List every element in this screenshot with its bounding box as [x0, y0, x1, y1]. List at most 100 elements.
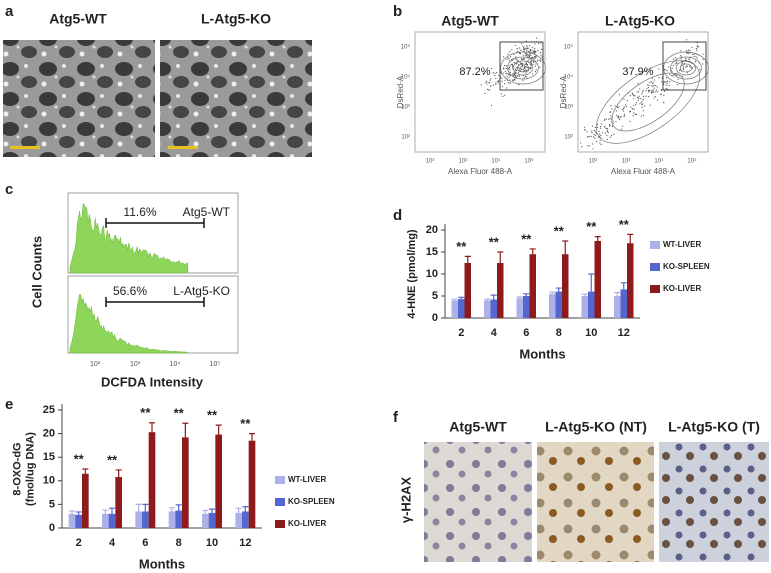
event-dot — [586, 131, 588, 133]
event-dot — [512, 80, 514, 82]
event-dot — [612, 120, 614, 122]
x-tick-label: 8 — [176, 537, 182, 549]
event-dot — [669, 81, 671, 83]
legend-swatch — [275, 476, 285, 484]
histograms: 11.6% Atg5-WT 56.6% L-Atg5-KO 10² 10³ 10⁴ 10⁵ — [67, 192, 239, 368]
bar — [182, 437, 189, 528]
event-dot — [587, 136, 589, 138]
tick-label: 10⁴ — [170, 361, 181, 368]
event-dot — [519, 61, 521, 63]
event-dot — [625, 105, 628, 108]
event-dot — [595, 141, 598, 143]
event-dot — [680, 55, 682, 57]
event-dot — [482, 72, 484, 75]
event-dot — [487, 89, 489, 91]
event-dot — [642, 103, 644, 105]
event-dot — [514, 78, 516, 80]
event-dot — [685, 50, 688, 52]
event-dot — [691, 67, 694, 69]
event-dot — [519, 69, 521, 71]
event-dot — [616, 106, 618, 108]
error-bar — [497, 251, 504, 263]
event-dot — [580, 142, 582, 144]
y-tick-label: 20 — [426, 224, 438, 236]
event-dot — [642, 110, 644, 112]
event-dot — [527, 53, 529, 55]
y-tick-label: 15 — [43, 451, 55, 463]
event-dot — [593, 133, 595, 136]
event-dot — [501, 80, 503, 82]
x-tick-label: 4 — [109, 537, 116, 549]
event-dot — [596, 126, 599, 129]
panel-label: c — [5, 181, 13, 198]
y-tick-label: 10 — [43, 475, 55, 487]
tick-label: 10² — [589, 159, 598, 165]
tick-label: 10² — [564, 135, 573, 141]
event-dot — [535, 57, 537, 59]
event-dot — [497, 81, 499, 83]
event-dot — [514, 68, 516, 70]
event-dot — [664, 81, 666, 83]
error-bar — [516, 296, 523, 299]
error-bar — [529, 248, 536, 255]
panel-label: f — [393, 409, 399, 426]
event-dot — [639, 98, 641, 100]
event-dot — [515, 59, 517, 61]
significance: ** — [207, 408, 218, 423]
event-dot — [611, 125, 614, 127]
x-tick-label: 6 — [523, 327, 529, 339]
event-dot — [630, 106, 632, 108]
event-dot — [661, 88, 663, 91]
event-dot — [641, 106, 643, 108]
event-dot — [523, 47, 525, 49]
event-dot — [637, 97, 639, 99]
event-dot — [518, 75, 520, 77]
event-dot — [693, 53, 695, 55]
x-tick-label: 10 — [206, 537, 218, 549]
event-dot — [525, 72, 527, 74]
event-dot — [522, 54, 524, 56]
event-dot — [595, 133, 598, 135]
event-dot — [634, 113, 637, 115]
event-dot — [651, 85, 653, 87]
legend-label: WT-LIVER — [663, 240, 701, 249]
event-dot — [652, 89, 654, 91]
x-axis-label: Months — [139, 556, 185, 571]
event-dot — [509, 71, 511, 73]
tick-label: 10⁴ — [564, 74, 574, 81]
event-dot — [634, 95, 636, 97]
tick-label: 10⁵ — [687, 158, 697, 165]
event-dot — [524, 75, 527, 77]
significance: ** — [140, 405, 151, 420]
event-dot — [508, 50, 511, 53]
scale-bar — [10, 146, 40, 149]
event-dot — [502, 95, 504, 97]
event-dot — [514, 69, 516, 71]
event-dot — [643, 89, 645, 91]
event-dot — [675, 57, 677, 59]
contour — [663, 51, 709, 85]
event-dot — [702, 58, 704, 60]
event-dot — [501, 85, 504, 88]
event-dot — [532, 52, 535, 54]
event-dot — [522, 75, 525, 77]
event-dot — [592, 148, 594, 150]
x-tick-label: 10 — [585, 327, 597, 339]
event-dot — [505, 72, 507, 74]
event-dot — [498, 75, 500, 77]
event-dot — [529, 63, 532, 66]
axis-label: Cell Counts — [29, 236, 44, 308]
event-dot — [633, 95, 635, 97]
gate-percent: 87.2% — [459, 66, 490, 78]
flow-plots: 87.2% DsRed-A Alexa Fluor 488-A 10² 10² 10³ 10… — [396, 31, 709, 176]
event-dot — [606, 138, 608, 141]
event-dot — [530, 57, 533, 59]
event-dot — [522, 45, 524, 47]
tick-label: 10³ — [130, 361, 141, 368]
event-dot — [484, 92, 486, 95]
event-dot — [522, 79, 524, 81]
event-dot — [621, 108, 623, 111]
event-dot — [531, 62, 533, 65]
event-dot — [495, 82, 497, 84]
